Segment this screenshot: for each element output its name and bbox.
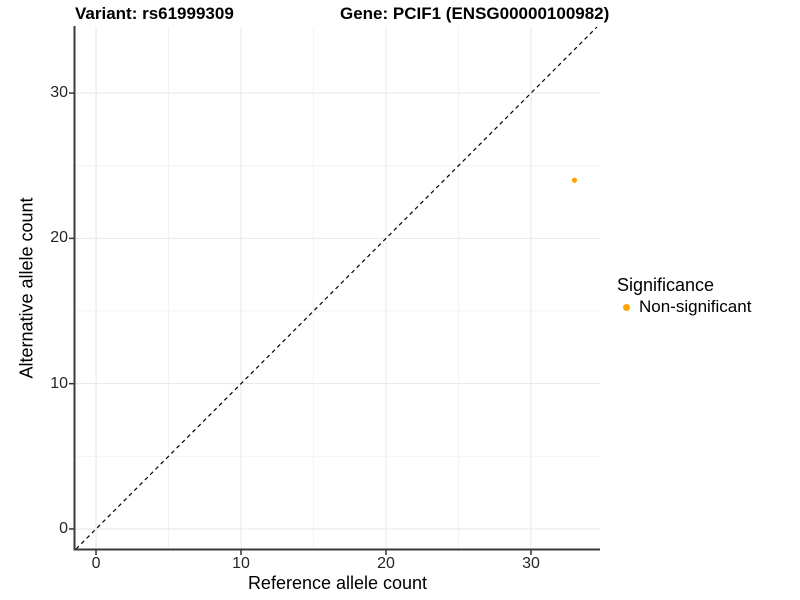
y-tick-label: 0	[59, 519, 68, 537]
x-tick-label: 10	[232, 555, 250, 572]
x-axis-title: Reference allele count	[247, 573, 428, 593]
plot-title-variant: Variant: rs61999309	[75, 4, 234, 23]
legend: Significance Non-significant	[617, 276, 751, 317]
legend-point-icon	[623, 303, 630, 311]
y-axis-title: Alternative allele count	[16, 197, 37, 379]
legend-title: Significance	[617, 275, 715, 295]
y-tick-label: 10	[50, 374, 68, 392]
y-tick-label: 30	[50, 84, 68, 102]
plot-title-gene: Gene: PCIF1 (ENSG00000100982)	[340, 4, 610, 23]
x-tick-label: 0	[91, 555, 101, 572]
data-point	[571, 177, 578, 183]
legend-item-label: Non-significant	[639, 297, 752, 316]
identity-line	[75, 26, 598, 550]
y-tick-label: 20	[50, 229, 68, 247]
x-tick-label: 20	[377, 555, 395, 572]
x-tick-label: 30	[522, 555, 540, 572]
legend-item-non-significant: Non-significant	[617, 297, 751, 317]
